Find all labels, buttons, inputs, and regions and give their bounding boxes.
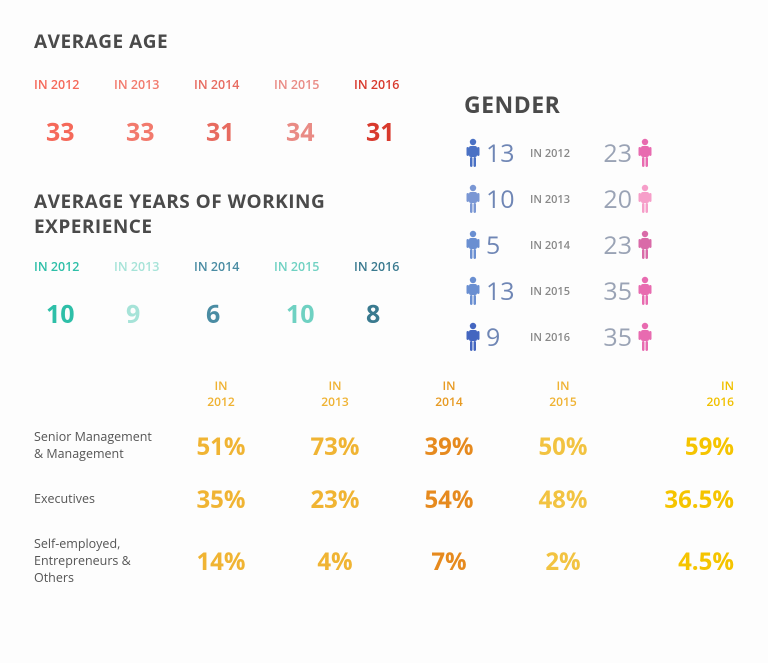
table-cell: 4.5%: [620, 545, 734, 578]
table-cell: 48%: [506, 483, 620, 516]
table-header-cell: IN2015: [506, 378, 620, 409]
exp-year-label: IN 2013: [114, 258, 194, 275]
table-cell: 2%: [506, 545, 620, 578]
gender-row: 13IN 201223: [464, 130, 734, 176]
exp-value: 8: [366, 297, 446, 331]
table-cell: 73%: [278, 430, 392, 463]
table-cell: 7%: [392, 545, 506, 578]
exp-value: 10: [46, 297, 126, 331]
female-icon: [636, 138, 654, 168]
table-row: Self-employed, Entrepreneurs & Others14%…: [34, 536, 734, 587]
table-body: Senior Management & Management51%73%39%5…: [34, 429, 734, 586]
table-cell: 23%: [278, 483, 392, 516]
table-row-label: Executives: [34, 491, 164, 508]
gender-row: 5IN 201423: [464, 222, 734, 268]
gender-row: 13IN 201535: [464, 268, 734, 314]
gender-male-value: 10: [482, 182, 530, 216]
age-value: 31: [366, 115, 446, 149]
gender-female-value: 35: [592, 320, 636, 354]
table-header-row: IN2012 IN2013 IN2014 IN2015 IN2016: [34, 378, 734, 409]
experience-value-row: 10 9 6 10 8: [34, 297, 464, 331]
average-age-section: AVERAGE AGE IN 2012 IN 2013 IN 2014 IN 2…: [34, 28, 464, 149]
female-icon: [636, 276, 654, 306]
table-cell: 39%: [392, 430, 506, 463]
gender-title: GENDER: [464, 88, 734, 120]
gender-female-value: 23: [592, 228, 636, 262]
gender-female-value: 23: [592, 136, 636, 170]
male-icon: [464, 276, 482, 306]
male-icon: [464, 184, 482, 214]
table-header-cell: IN2013: [278, 378, 392, 409]
exp-year-label: IN 2016: [354, 258, 434, 275]
age-year-label: IN 2013: [114, 76, 194, 93]
gender-year-label: IN 2014: [530, 238, 592, 253]
age-year-label: IN 2012: [34, 76, 114, 93]
table-row-label: Senior Management & Management: [34, 429, 164, 463]
average-age-year-row: IN 2012 IN 2013 IN 2014 IN 2015 IN 2016: [34, 76, 464, 93]
table-cell: 35%: [164, 483, 278, 516]
age-value: 33: [126, 115, 206, 149]
experience-section: AVERAGE YEARS OF WORKING EXPERIENCE IN 2…: [34, 189, 464, 331]
gender-male-value: 13: [482, 274, 530, 308]
age-year-label: IN 2015: [274, 76, 354, 93]
table-cell: 14%: [164, 545, 278, 578]
female-icon: [636, 184, 654, 214]
table-cell: 51%: [164, 430, 278, 463]
gender-year-label: IN 2012: [530, 146, 592, 161]
experience-title: AVERAGE YEARS OF WORKING EXPERIENCE: [34, 189, 394, 238]
table-cell: 4%: [278, 545, 392, 578]
table-header-cell: IN2012: [164, 378, 278, 409]
exp-year-label: IN 2012: [34, 258, 114, 275]
gender-year-label: IN 2015: [530, 284, 592, 299]
gender-row: 9IN 201635: [464, 314, 734, 360]
gender-row: 10IN 201320: [464, 176, 734, 222]
table-row-cells: 14%4%7%2%4.5%: [164, 545, 734, 578]
table-row-cells: 51%73%39%50%59%: [164, 430, 734, 463]
exp-year-label: IN 2014: [194, 258, 274, 275]
gender-section: GENDER 13IN 20122310IN 2013205IN 2014231…: [464, 28, 734, 360]
gender-male-value: 13: [482, 136, 530, 170]
age-value: 33: [46, 115, 126, 149]
age-year-label: IN 2016: [354, 76, 434, 93]
table-cell: 36.5%: [620, 483, 734, 516]
table-header-cell: IN2014: [392, 378, 506, 409]
male-icon: [464, 230, 482, 260]
gender-year-label: IN 2016: [530, 330, 592, 345]
experience-year-row: IN 2012 IN 2013 IN 2014 IN 2015 IN 2016: [34, 258, 464, 275]
roles-table: IN2012 IN2013 IN2014 IN2015 IN2016 Senio…: [34, 378, 734, 587]
table-header-cell: IN2016: [620, 378, 734, 409]
exp-year-label: IN 2015: [274, 258, 354, 275]
table-cell: 59%: [620, 430, 734, 463]
average-age-value-row: 33 33 31 34 31: [34, 115, 464, 149]
gender-year-label: IN 2013: [530, 192, 592, 207]
average-age-title: AVERAGE AGE: [34, 28, 464, 54]
male-icon: [464, 322, 482, 352]
table-row-cells: 35%23%54%48%36.5%: [164, 483, 734, 516]
table-cell: 50%: [506, 430, 620, 463]
gender-female-value: 35: [592, 274, 636, 308]
table-cell: 54%: [392, 483, 506, 516]
female-icon: [636, 230, 654, 260]
exp-value: 6: [206, 297, 286, 331]
table-row-label: Self-employed, Entrepreneurs & Others: [34, 536, 164, 587]
table-row: Executives35%23%54%48%36.5%: [34, 483, 734, 516]
top-row: AVERAGE AGE IN 2012 IN 2013 IN 2014 IN 2…: [34, 28, 734, 360]
gender-rows: 13IN 20122310IN 2013205IN 20142313IN 201…: [464, 130, 734, 360]
age-value: 31: [206, 115, 286, 149]
female-icon: [636, 322, 654, 352]
exp-value: 10: [286, 297, 366, 331]
gender-male-value: 5: [482, 228, 530, 262]
left-column: AVERAGE AGE IN 2012 IN 2013 IN 2014 IN 2…: [34, 28, 464, 360]
gender-female-value: 20: [592, 182, 636, 216]
exp-value: 9: [126, 297, 206, 331]
age-value: 34: [286, 115, 366, 149]
table-row: Senior Management & Management51%73%39%5…: [34, 429, 734, 463]
male-icon: [464, 138, 482, 168]
gender-male-value: 9: [482, 320, 530, 354]
age-year-label: IN 2014: [194, 76, 274, 93]
